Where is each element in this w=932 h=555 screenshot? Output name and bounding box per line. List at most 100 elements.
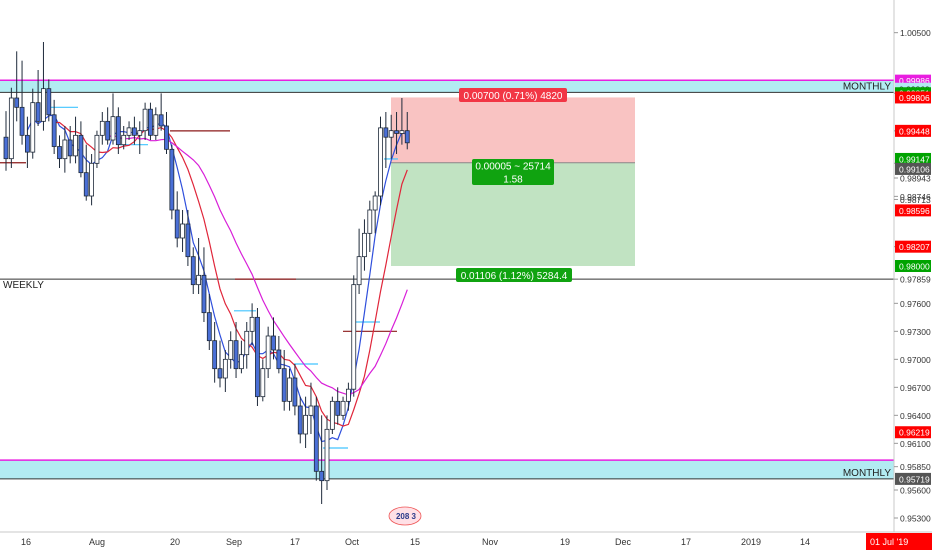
candle-body [105, 120, 111, 141]
candle-body [41, 88, 46, 122]
time-tag-bg [866, 533, 932, 550]
candle-body [335, 400, 341, 416]
price-tag-bg [895, 426, 931, 439]
candle-body [313, 405, 319, 472]
candle [388, 114, 394, 159]
candle-body [46, 88, 52, 116]
price-axis-layer: 1.005000.998510.994480.991010.989430.987… [893, 0, 932, 532]
candle-body [276, 349, 282, 370]
candle-body [57, 146, 62, 160]
candle [238, 340, 244, 374]
candle [372, 191, 378, 234]
candle [105, 107, 111, 145]
candle [222, 350, 228, 392]
price-tag: 0.98207 [899, 242, 930, 252]
time-current-tag: 01 Jul '19 [870, 537, 908, 547]
candle [94, 130, 100, 168]
candle-body [351, 284, 357, 390]
target-label: 0.01106 (1.12%) 5284.4 [461, 271, 568, 282]
price-tag: 0.96219 [899, 428, 930, 438]
candle-body [249, 316, 255, 332]
candle-body [367, 209, 373, 234]
center-label-bg [472, 159, 554, 185]
candle [83, 144, 89, 201]
time-tick-label: Sep [226, 537, 242, 547]
candle-body [99, 120, 105, 136]
candle [35, 70, 41, 126]
monthly-zone [0, 460, 894, 479]
candle [313, 396, 319, 481]
candle [137, 121, 143, 154]
candle [121, 126, 127, 150]
candle-body [206, 312, 212, 342]
candle-body [121, 134, 127, 146]
candle-body [308, 405, 314, 416]
candle-body [404, 130, 410, 144]
candle-body [67, 139, 73, 157]
candle [249, 303, 255, 346]
time-tick-label: 14 [800, 537, 810, 547]
time-tick-label: 19 [560, 537, 570, 547]
candle-body [212, 340, 218, 370]
candle-body [271, 335, 276, 351]
candle [378, 116, 383, 206]
candle-body [201, 274, 207, 314]
price-tag-bg [895, 472, 931, 485]
candle [217, 340, 223, 388]
candle-body [281, 368, 287, 402]
candle-body [180, 223, 185, 239]
watermark-badge [388, 506, 422, 526]
candle-body [324, 428, 330, 482]
candle-body [399, 130, 405, 134]
candle [271, 317, 276, 360]
time-tick-label: 16 [21, 537, 31, 547]
price-tag: 0.99806 [899, 93, 930, 103]
candle [329, 396, 335, 434]
candle [340, 396, 346, 420]
time-tick-label: Dec [615, 537, 632, 547]
candle [394, 112, 399, 154]
candle [281, 350, 287, 411]
candle-body [383, 127, 389, 138]
time-axis-bg [0, 532, 932, 550]
candle [362, 219, 367, 271]
candle-body [137, 130, 143, 136]
time-tick-label: 15 [410, 537, 420, 547]
price-tag: 0.99986 [899, 76, 930, 86]
labels-layer: 0.00700 (0.71%) 4820 0.00005 ~ 25714 1.58 0… [456, 88, 572, 282]
time-tick-label: 17 [290, 537, 300, 547]
price-tag-bg [895, 162, 931, 175]
candle-body [73, 134, 78, 157]
monthly-zone [0, 80, 894, 93]
candle [115, 107, 121, 154]
candle [51, 99, 57, 154]
candle-body [148, 108, 153, 136]
stop-zone [391, 97, 635, 163]
candle [164, 112, 169, 154]
price-tick-label: 0.95850 [900, 462, 931, 472]
zone-label: MONTHLY [843, 81, 891, 92]
candle-body [265, 335, 271, 370]
candle-body [345, 388, 351, 402]
time-tick-label: 20 [170, 537, 180, 547]
candle [292, 364, 298, 416]
candle [303, 396, 309, 448]
candle-body [110, 116, 116, 141]
candle [196, 238, 202, 294]
price-tick-label: 0.95600 [900, 486, 931, 496]
candle [185, 210, 191, 266]
candle [67, 126, 73, 164]
candle [126, 121, 132, 140]
candle-body [174, 209, 180, 239]
candle-body [292, 377, 298, 407]
candle-body [3, 136, 9, 160]
candle-body [62, 139, 68, 160]
candle-body [19, 106, 25, 136]
candle [287, 368, 292, 411]
candle-body [297, 405, 303, 435]
candle-body [394, 130, 399, 134]
candle [201, 247, 207, 322]
weekly-label: WEEKLY [3, 280, 44, 291]
